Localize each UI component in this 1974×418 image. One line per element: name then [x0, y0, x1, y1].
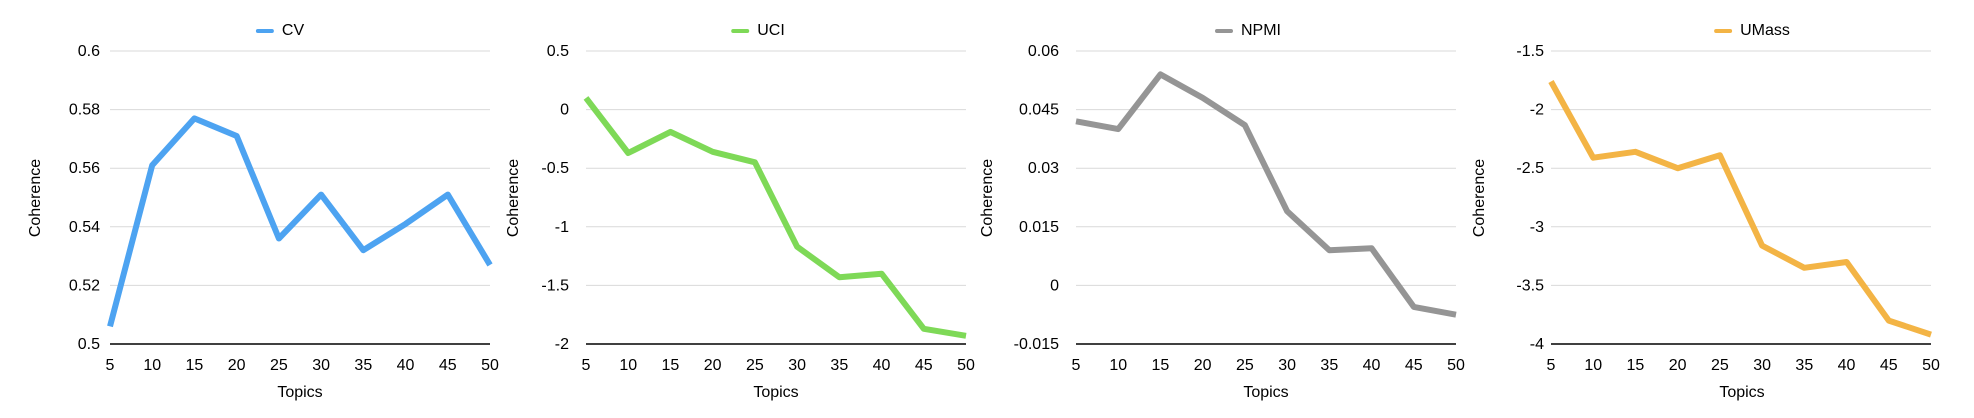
y-tick-label: 0.54	[69, 219, 100, 236]
x-tick-label: 30	[1753, 357, 1771, 374]
y-tick-label: -1	[555, 219, 569, 236]
x-tick-label: 50	[481, 357, 499, 374]
umass-line-chart: -1.5 -2 -2.5 -3 -3.5 -45 10 15 20 25 30 35 40 45 50	[1516, 43, 1940, 374]
x-tick-label: 35	[354, 357, 372, 374]
y-tick-label: 0	[1050, 277, 1059, 294]
x-tick-label: 25	[1236, 357, 1254, 374]
x-tick-label: 35	[1320, 357, 1338, 374]
x-tick-label: 5	[106, 357, 115, 374]
x-tick-label: 10	[1109, 357, 1127, 374]
x-tick-label: 40	[1838, 357, 1856, 374]
x-tick-label: 35	[1795, 357, 1813, 374]
series-line	[1548, 80, 1932, 338]
x-tick-label: 40	[873, 357, 891, 374]
x-tick-label: 25	[270, 357, 288, 374]
x-tick-label: 20	[704, 357, 722, 374]
y-tick-label: 0.045	[1019, 102, 1059, 119]
x-tick-label: 45	[1880, 357, 1898, 374]
series-line	[107, 115, 493, 328]
series-line	[583, 96, 967, 339]
x-tick-label: 50	[1447, 357, 1465, 374]
y-tick-label: 0.56	[69, 160, 100, 177]
x-tick-label: 20	[1669, 357, 1687, 374]
npmi-chart-panel: NPMI Coherence Topics 0.06 0.045 0.03 0.015…	[952, 0, 1465, 418]
y-tick-label: 0.06	[1028, 43, 1059, 60]
chart-legend: UMass	[1714, 22, 1790, 40]
y-tick-label: -2.5	[1516, 160, 1544, 177]
x-axis-label: Topics	[1719, 384, 1765, 401]
legend-swatch	[1215, 29, 1233, 33]
y-tick-label: -2	[555, 336, 569, 353]
uci-line-chart: 0.5 0 -0.5 -1 -1.5 -2 5 10 15 20 25 30 35 40 45 50	[541, 43, 975, 374]
y-tick-label: 0.5	[78, 336, 100, 353]
y-tick-label: -3	[1530, 219, 1544, 236]
x-tick-label: 15	[662, 357, 680, 374]
x-tick-label: 30	[1278, 357, 1296, 374]
legend-label: NPMI	[1241, 22, 1281, 39]
legend-label: CV	[281, 22, 305, 39]
x-tick-label: 15	[1627, 357, 1645, 374]
cv-chart-panel: CV Coherence Topics 0.6 0.58 0.56 0.54 0.52 0…	[0, 0, 500, 418]
legend-label: UMass	[1740, 22, 1790, 39]
uci-chart-panel: UCI Coherence Topics 0.5 0 -0.5 -1 -1.5 -2 5 10…	[476, 0, 976, 418]
x-tick-label: 5	[1547, 357, 1556, 374]
y-tick-label: 0.52	[69, 277, 100, 294]
chart-legend: CV	[255, 22, 305, 40]
x-tick-label: 35	[830, 357, 848, 374]
y-tick-label: -3.5	[1516, 277, 1544, 294]
y-tick-label: 0.5	[547, 43, 569, 60]
legend-swatch	[731, 29, 750, 33]
x-tick-label: 10	[1584, 357, 1602, 374]
x-tick-label: 30	[312, 357, 330, 374]
x-tick-label: 25	[746, 357, 764, 374]
x-tick-label: 30	[788, 357, 806, 374]
umass-chart-panel: UMass Coherence Topics -1.5 -2 -2.5 -3 -3.5-…	[1448, 0, 1974, 418]
legend-label: UCI	[757, 22, 785, 39]
y-tick-label: -4	[1530, 336, 1544, 353]
x-axis-label: Topics	[277, 384, 323, 401]
chart-legend: UCI	[731, 22, 785, 40]
x-axis-label: Topics	[753, 384, 799, 401]
x-tick-label: 20	[1194, 357, 1212, 374]
x-tick-label: 5	[582, 357, 591, 374]
y-tick-label: -0.015	[1014, 336, 1059, 353]
x-tick-label: 45	[1405, 357, 1423, 374]
y-tick-label: -2	[1530, 102, 1544, 119]
legend-swatch	[1714, 29, 1733, 33]
x-tick-label: 40	[397, 357, 415, 374]
x-tick-label: 50	[957, 357, 975, 374]
y-tick-label: 0.03	[1028, 160, 1059, 177]
x-tick-label: 10	[619, 357, 637, 374]
x-tick-label: 25	[1711, 357, 1729, 374]
y-tick-label: 0.58	[69, 102, 100, 119]
x-tick-label: 45	[439, 357, 457, 374]
y-tick-label: -1.5	[1516, 43, 1544, 60]
legend-swatch	[255, 29, 274, 33]
chart-legend: NPMI	[1215, 22, 1281, 40]
x-tick-label: 10	[143, 357, 161, 374]
x-tick-label: 20	[228, 357, 246, 374]
x-axis-label: Topics	[1243, 384, 1289, 401]
y-tick-label: 0.015	[1019, 219, 1059, 236]
cv-line-chart: 0.6 0.58 0.56 0.54 0.52 0.5 5 10 15 20 25 30 35 40 45 5…	[69, 43, 499, 374]
series-line	[1075, 71, 1457, 318]
x-tick-label: 15	[1152, 357, 1170, 374]
x-tick-label: 40	[1363, 357, 1381, 374]
x-tick-label: 15	[186, 357, 204, 374]
npmi-line-chart: 0.06 0.045 0.03 0.015 0 -0.015 5 10 15 20 25 30 35 40…	[1014, 43, 1465, 374]
y-tick-label: 0.6	[78, 43, 100, 60]
x-tick-label: 5	[1072, 357, 1081, 374]
y-tick-label: -0.5	[541, 160, 569, 177]
y-tick-label: 0	[560, 102, 569, 119]
y-tick-label: -1.5	[541, 277, 569, 294]
x-tick-label: 45	[915, 357, 933, 374]
x-tick-label: 50	[1922, 357, 1940, 374]
